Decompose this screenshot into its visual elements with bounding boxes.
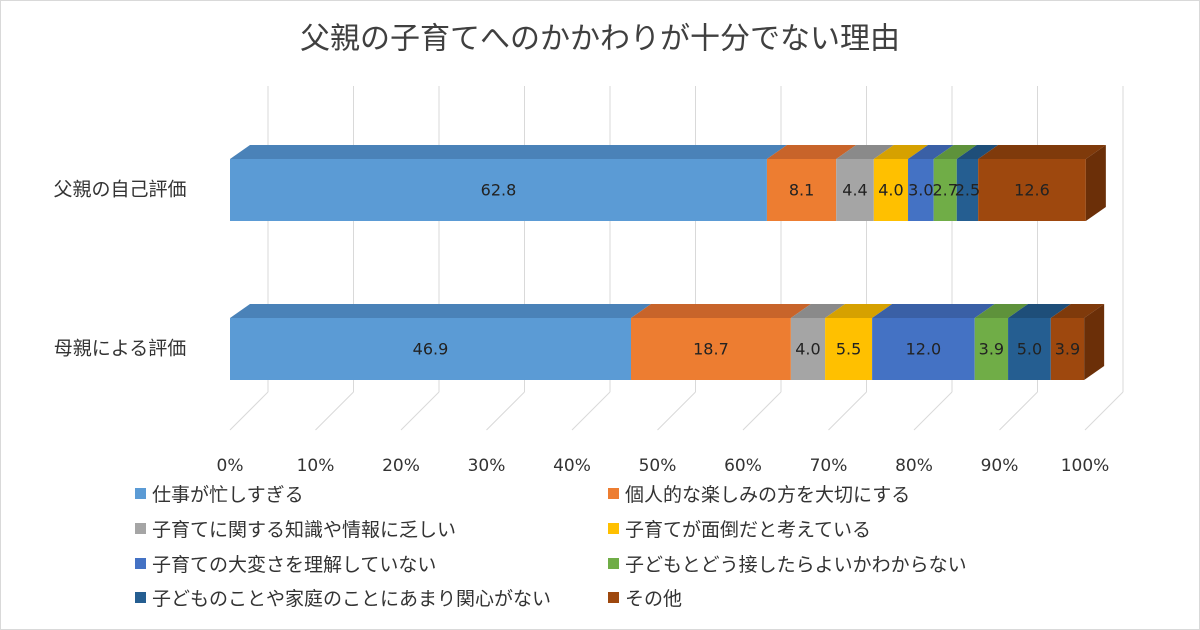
bar-segment xyxy=(766,159,837,221)
data-label: 8.1 xyxy=(789,181,814,200)
data-label: 4.0 xyxy=(878,181,903,200)
bar-segment-top xyxy=(908,145,954,159)
bar-segment-top xyxy=(836,145,894,159)
x-tick-label: 100% xyxy=(1061,456,1110,476)
x-tick-label: 20% xyxy=(382,456,420,476)
data-label: 46.9 xyxy=(413,340,449,359)
bar-segment xyxy=(872,318,975,380)
gridline-floor xyxy=(1084,391,1124,431)
category-label: 父親の自己評価 xyxy=(53,179,186,201)
data-label: 2.5 xyxy=(955,181,980,200)
bar-segment xyxy=(825,318,873,380)
bar-segment xyxy=(230,159,767,221)
x-tick-label: 70% xyxy=(810,456,848,476)
bar-segment-top xyxy=(230,304,651,318)
bar-segment xyxy=(956,159,979,221)
bar-segment-top xyxy=(825,304,893,318)
x-tick-label: 80% xyxy=(895,456,933,476)
bar-segment xyxy=(974,318,1009,380)
bar-segment-top xyxy=(630,304,811,318)
x-tick-label: 90% xyxy=(981,456,1019,476)
x-tick-label: 50% xyxy=(639,456,677,476)
bar-segment-top xyxy=(974,304,1029,318)
bar-segment xyxy=(978,159,1086,221)
bar-segment xyxy=(873,159,909,221)
data-label: 4.4 xyxy=(842,181,867,200)
x-tick-label: 0% xyxy=(217,456,244,476)
bar-segment xyxy=(908,159,934,221)
gridline-floor xyxy=(571,391,611,431)
data-label: 5.0 xyxy=(1017,340,1042,359)
data-label: 3.0 xyxy=(908,181,933,200)
chart-title: 父親の子育てへのかかわりが十分でない理由 xyxy=(300,22,900,57)
bar-segment-top xyxy=(1008,304,1071,318)
bar-segment-top xyxy=(230,145,787,159)
bar-segment-top xyxy=(1050,304,1105,318)
data-label: 3.9 xyxy=(979,340,1004,359)
bar-side xyxy=(1085,145,1106,221)
gridline-floor xyxy=(486,391,525,431)
bar-segment-top xyxy=(873,145,929,159)
gridline-floor xyxy=(400,391,440,431)
gridline-floor xyxy=(828,391,867,431)
gridline-floor xyxy=(657,391,696,431)
bar-side xyxy=(1084,304,1105,380)
bar-segment xyxy=(933,159,957,221)
gridline-floor xyxy=(742,391,782,431)
data-label: 5.5 xyxy=(836,340,861,359)
data-label: 18.7 xyxy=(693,340,729,359)
bar-segment-top xyxy=(978,145,1106,159)
category-label: 母親による評価 xyxy=(54,338,186,360)
data-label: 3.9 xyxy=(1055,340,1080,359)
bar-segment xyxy=(836,159,874,221)
gridline-floor xyxy=(999,391,1038,431)
data-label: 12.6 xyxy=(1014,181,1050,200)
bar-segment xyxy=(630,318,791,380)
data-label: 62.8 xyxy=(481,181,517,200)
gridline-floor xyxy=(315,391,354,431)
x-tick-label: 40% xyxy=(553,456,591,476)
bar-segment xyxy=(230,318,631,380)
x-tick-label: 60% xyxy=(724,456,762,476)
x-tick-label: 10% xyxy=(297,456,335,476)
bar-segment-top xyxy=(956,145,999,159)
bar-segment xyxy=(1050,318,1085,380)
data-label: 12.0 xyxy=(906,340,942,359)
gridline-floor xyxy=(913,391,953,431)
gridline-floor xyxy=(229,391,269,431)
bar-segment-top xyxy=(790,304,846,318)
bar-segment-top xyxy=(766,145,857,159)
data-label: 2.7 xyxy=(932,181,957,200)
data-label: 4.0 xyxy=(795,340,820,359)
bar-segment xyxy=(1008,318,1051,380)
x-tick-label: 30% xyxy=(468,456,506,476)
bar-segment xyxy=(790,318,826,380)
bar-segment-top xyxy=(933,145,977,159)
bar-segment-top xyxy=(872,304,995,318)
